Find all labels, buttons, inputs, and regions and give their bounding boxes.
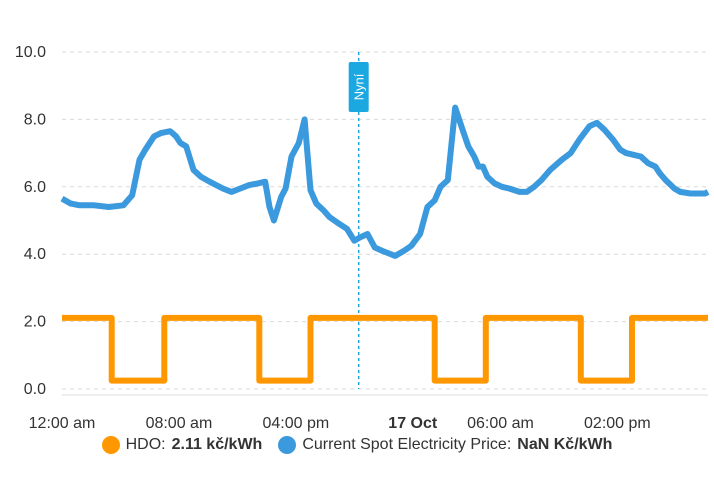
now-marker-label: Nyní [352,73,367,100]
legend-colon-hdo: : [161,436,166,453]
y-tick-label-1: 2.0 [24,314,46,331]
x-tick-label-1: 08:00 am [146,415,213,432]
series-line-hdo [62,314,708,384]
legend-label-hdo: HDO [125,436,162,453]
legend-dot-spot-price [278,436,297,454]
chart-legend: HDO: 2.11 kč/kWh Current Spot Electricit… [0,436,714,454]
y-tick-label-2: 4.0 [24,246,46,263]
y-tick-label-4: 8.0 [24,111,46,128]
y-tick-label-3: 6.0 [24,179,46,196]
now-marker-badge [348,62,369,112]
legend-label-spot-price: Current Spot Electricity Price [302,436,507,453]
legend-colon-spot-price: : [506,436,512,453]
x-tick-label-3: 17 Oct [388,415,438,432]
y-tick-label-5: 10.0 [15,44,46,61]
x-tick-label-2: 04:00 pm [262,415,329,432]
legend-value-spot-price: NaN Kč/kWh [517,436,613,453]
y-tick-label-0: 0.0 [24,381,46,398]
legend-value-hdo: 2.11 kč/kWh [171,436,263,453]
legend-dot-hdo [101,436,120,454]
x-tick-label-4: 06:00 am [467,415,534,432]
series-line-spot-price [60,104,710,259]
x-tick-label-0: 12:00 am [29,415,96,432]
legend-item-hdo[interactable]: HDO: 2.11 kč/kWh [101,436,263,454]
legend-item-spot-price[interactable]: Current Spot Electricity Price: NaN Kč/k… [278,436,612,454]
x-tick-label-5: 02:00 pm [584,415,651,432]
